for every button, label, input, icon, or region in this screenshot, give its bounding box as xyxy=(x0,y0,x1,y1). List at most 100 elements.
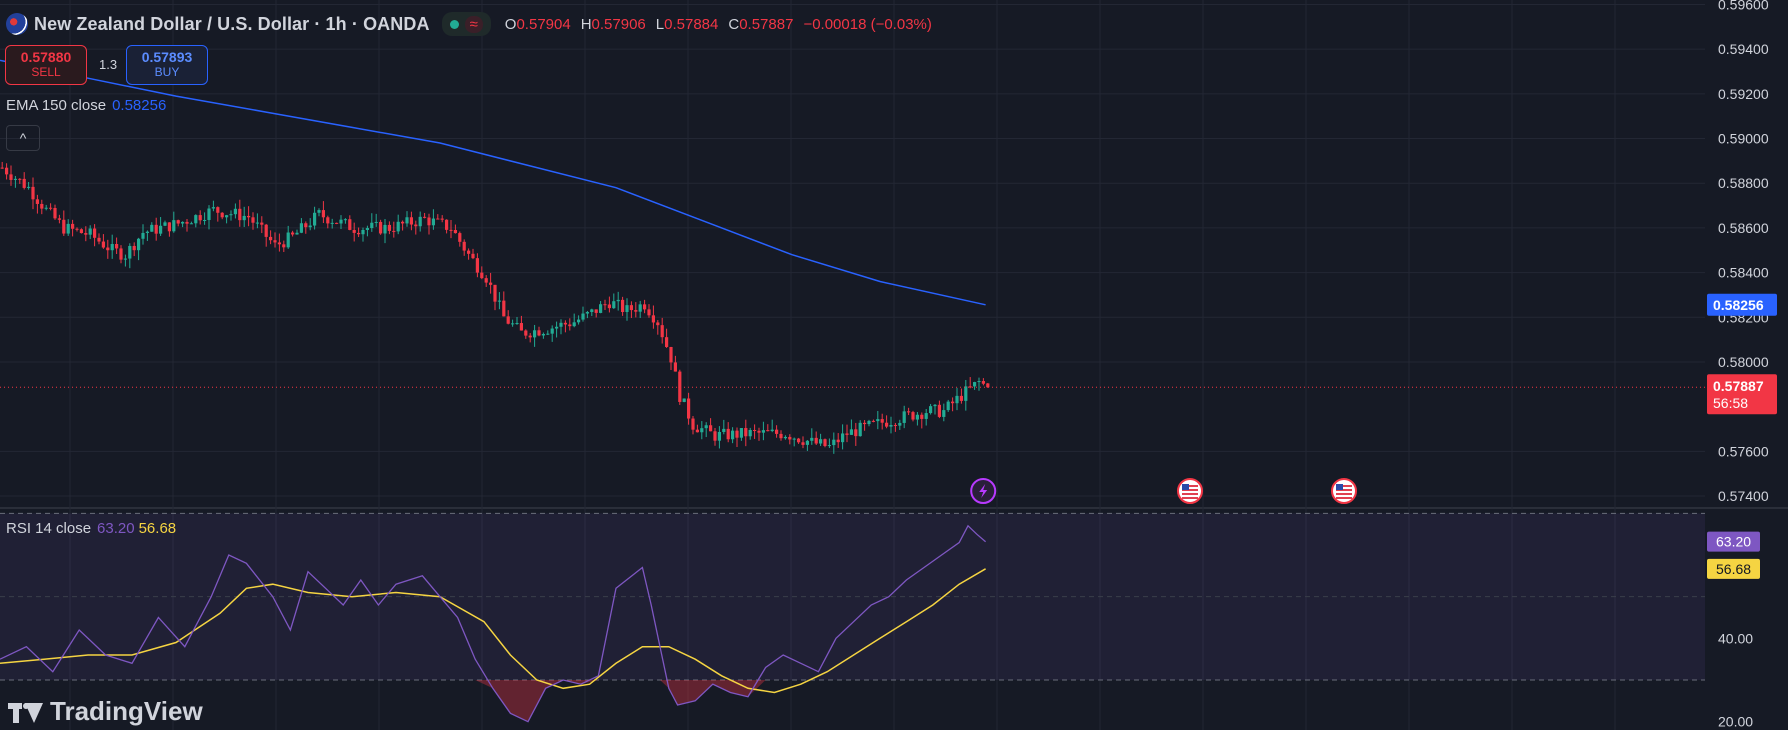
candle-body xyxy=(291,232,295,235)
ohlc-high-label: H xyxy=(580,15,592,33)
candle-body xyxy=(986,383,990,388)
candle-body xyxy=(502,300,506,317)
candle-body xyxy=(123,258,127,260)
candle-body xyxy=(357,232,361,235)
candle-body xyxy=(590,309,594,313)
candle-body xyxy=(625,305,629,312)
price-axis-tick-label: 0.59400 xyxy=(1718,41,1769,57)
us-flag-stripe xyxy=(1336,485,1352,487)
candle-body xyxy=(440,218,444,220)
sell-button[interactable]: 0.57880 SELL xyxy=(5,45,87,85)
candle-body xyxy=(770,429,774,431)
candle-body xyxy=(695,429,699,433)
collapse-indicators-button[interactable]: ^ xyxy=(6,125,40,151)
candle-body xyxy=(563,322,567,325)
candle-body xyxy=(101,241,105,248)
ohlc-close-value: 0.57887 xyxy=(739,15,794,33)
candle-body xyxy=(431,218,435,226)
candle-body xyxy=(876,419,880,422)
candle-body xyxy=(493,284,497,302)
candle-body xyxy=(299,223,303,233)
candle-body xyxy=(282,244,286,248)
symbol-header: New Zealand Dollar / U.S. Dollar · 1h · … xyxy=(6,12,932,36)
candle-body xyxy=(744,428,748,437)
candle-body xyxy=(18,178,22,180)
candle-body xyxy=(242,215,246,221)
candle-body xyxy=(845,433,849,435)
candle-body xyxy=(216,207,220,213)
candle-body xyxy=(251,217,255,223)
candle-body xyxy=(555,326,559,329)
sell-price: 0.57880 xyxy=(20,49,72,65)
candle-body xyxy=(31,186,35,200)
candle-body xyxy=(889,425,893,427)
candle-body xyxy=(519,323,523,331)
candle-body xyxy=(757,430,761,433)
candle-body xyxy=(497,300,501,302)
candle-body xyxy=(379,221,383,234)
candle-body xyxy=(731,430,735,440)
candle-body xyxy=(700,428,704,433)
candle-body xyxy=(977,381,981,383)
candle-body xyxy=(480,272,484,279)
candle-body xyxy=(814,437,818,444)
candle-body xyxy=(594,309,598,313)
candle-body xyxy=(753,430,757,432)
candle-body xyxy=(841,433,845,443)
candle-body xyxy=(9,174,13,180)
ohlc-open-value: 0.57904 xyxy=(516,15,571,33)
candle-body xyxy=(57,218,61,220)
candle-body xyxy=(181,221,185,224)
candle-body xyxy=(880,419,884,423)
candle-body xyxy=(115,243,119,249)
candle-body xyxy=(238,208,242,221)
ema-legend[interactable]: EMA 150 close 0.58256 xyxy=(6,97,166,114)
us-flag-stripe xyxy=(1336,493,1352,495)
buy-button[interactable]: 0.57893 BUY xyxy=(126,45,208,85)
brand-name: TradingView xyxy=(50,696,203,726)
candle-body xyxy=(572,322,576,327)
candle-body xyxy=(647,309,651,316)
candle-body xyxy=(409,217,413,225)
us-flag-icon xyxy=(1336,484,1343,490)
candle-body xyxy=(823,439,827,447)
price-axis-tick-label: 0.58600 xyxy=(1718,220,1769,236)
candle-body xyxy=(154,224,158,234)
rsi-legend[interactable]: RSI 14 close 63.20 56.68 xyxy=(6,520,176,537)
candle-body xyxy=(255,222,259,224)
ohlc-low-label: L xyxy=(655,15,665,33)
candle-body xyxy=(722,428,726,432)
candle-body xyxy=(462,241,466,251)
candle-body xyxy=(335,222,339,224)
rsi-ma-legend-value: 56.68 xyxy=(138,520,177,537)
candle-body xyxy=(128,245,132,259)
candle-body xyxy=(533,330,537,338)
candle-body xyxy=(607,304,611,309)
candle-body xyxy=(783,436,787,439)
rsi-axis-tick-label: 40.00 xyxy=(1718,630,1753,646)
candle-body xyxy=(717,431,721,441)
candle-body xyxy=(445,219,449,230)
us-flag-icon xyxy=(1182,484,1189,490)
candle-body xyxy=(53,208,57,219)
candle-body xyxy=(739,428,743,438)
candle-body xyxy=(75,228,79,230)
us-flag-stripe xyxy=(1182,489,1198,491)
candle-body xyxy=(735,430,739,438)
chevron-up-icon: ^ xyxy=(19,130,27,146)
tradingview-brand[interactable]: TradingView xyxy=(8,696,203,727)
candle-body xyxy=(44,207,48,209)
market-status-pill[interactable]: ≈ xyxy=(441,12,491,36)
candle-body xyxy=(150,224,154,232)
symbol-title[interactable]: New Zealand Dollar / U.S. Dollar · 1h · … xyxy=(34,13,430,34)
candle-body xyxy=(629,305,633,311)
candle-body xyxy=(915,414,919,420)
rsi-background-band xyxy=(0,513,1705,680)
candle-body xyxy=(119,248,123,260)
candle-body xyxy=(423,216,427,218)
candle-body xyxy=(449,229,453,231)
candle-body xyxy=(964,386,968,401)
candle-body xyxy=(638,304,642,312)
